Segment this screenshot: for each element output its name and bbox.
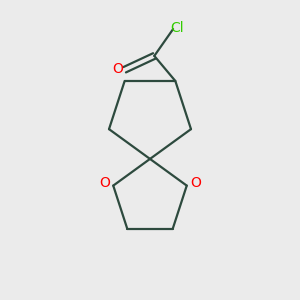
Text: O: O	[99, 176, 110, 190]
Text: O: O	[113, 61, 124, 76]
Text: Cl: Cl	[170, 21, 183, 35]
Text: O: O	[190, 176, 201, 190]
